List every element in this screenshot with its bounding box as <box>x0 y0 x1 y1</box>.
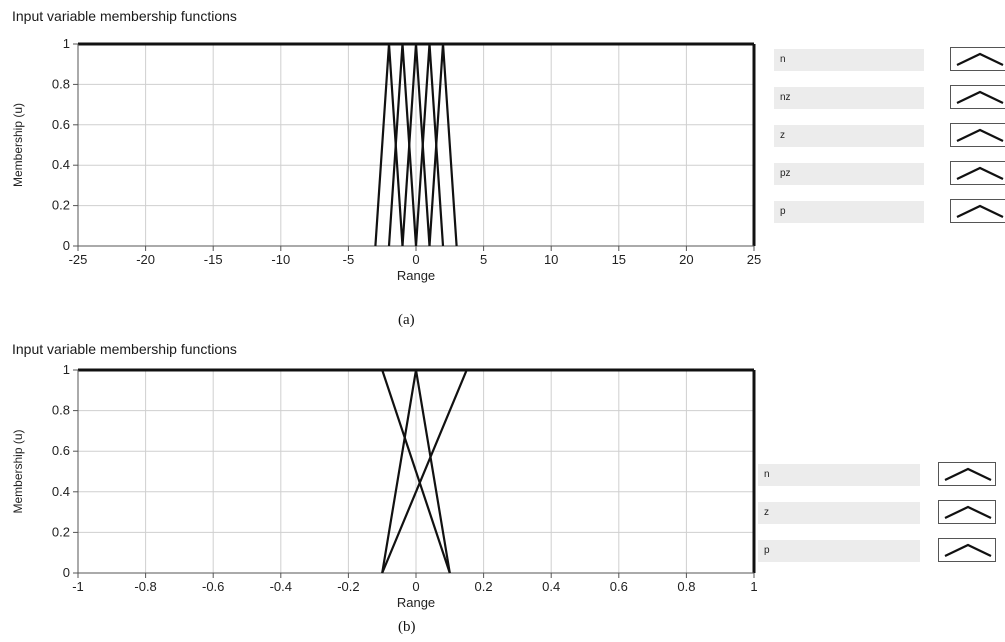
triangle-glyph <box>956 52 1004 66</box>
legend-item-nz: nz <box>774 85 1005 109</box>
x-tick-label: 0.8 <box>677 579 695 594</box>
membership-line-z <box>401 43 431 247</box>
x-tick-label: 15 <box>612 252 626 267</box>
y-tick-label: 0.4 <box>52 157 70 172</box>
triangle-glyph <box>944 505 992 519</box>
membership-chart-b: -1 -0.8 -0.6 -0.4 -0.2 0 0.2 0.4 0.6 0.8 1 0 0.2 0.4 0… <box>11 362 758 610</box>
legend-item-n: n <box>774 47 1005 71</box>
membership-chart-a: -25 -20 -15 -10 -5 0 5 10 15 20 25 0 0.2 0.4 0.6 0.8 1 Ra… <box>11 36 761 283</box>
x-tick-label: 10 <box>544 252 558 267</box>
triangle-shape-icon[interactable] <box>950 199 1005 223</box>
figure-caption: (a) <box>398 312 415 328</box>
membership-panel-a: Input variable membership functions -25-… <box>11 8 1005 328</box>
x-axis-label: Range <box>397 268 435 283</box>
legend-line <box>956 128 1004 142</box>
triangle-glyph <box>944 467 992 481</box>
x-tick-label: 0.2 <box>475 579 493 594</box>
x-tick-label: 0.6 <box>610 579 628 594</box>
y-tick-label: 0.6 <box>52 117 70 132</box>
x-tick-label: -25 <box>69 252 88 267</box>
y-tick-label: 1 <box>63 36 70 51</box>
x-tick-label: -0.6 <box>202 579 224 594</box>
x-axis-label: Range <box>397 595 435 610</box>
chart-title: Input variable membership functions <box>12 8 237 24</box>
x-tick-label: 1 <box>750 579 757 594</box>
legend-item-z: z <box>758 500 996 524</box>
membership-line-n <box>365 368 451 574</box>
x-tick-label: -15 <box>204 252 223 267</box>
figure-caption: (b) <box>398 619 416 635</box>
x-tick-label: -0.8 <box>134 579 156 594</box>
x-tick-label: 0 <box>412 579 419 594</box>
membership-line-z <box>381 369 451 574</box>
legend-label: nz <box>774 87 924 109</box>
x-tick-label: 5 <box>480 252 487 267</box>
x-tick-label: -10 <box>271 252 290 267</box>
y-axis-label: Membership (u) <box>11 103 25 187</box>
triangle-glyph <box>956 90 1004 104</box>
x-tick-label: 25 <box>747 252 761 267</box>
membership-line-p <box>428 43 458 247</box>
x-tick-label: -0.2 <box>337 579 359 594</box>
membership-line-p <box>381 368 484 574</box>
membership-line-n <box>374 43 404 247</box>
chart-title: Input variable membership functions <box>12 341 237 357</box>
membership-line-nz <box>387 43 418 247</box>
x-tick-label: 0.4 <box>542 579 560 594</box>
y-tick-label: 0.8 <box>52 76 70 91</box>
y-tick-label: 0.2 <box>52 198 70 213</box>
legend-label: z <box>774 125 924 147</box>
legend-item-z: z <box>774 123 1005 147</box>
triangle-glyph <box>956 128 1004 142</box>
legend-label: n <box>774 49 924 71</box>
triangle-glyph <box>944 543 992 557</box>
x-tick-label: -5 <box>343 252 355 267</box>
triangle-shape-icon[interactable] <box>950 123 1005 147</box>
legend-item-p: p <box>774 199 1005 223</box>
x-tick-label: 0 <box>412 252 419 267</box>
y-tick-label: 0.4 <box>52 484 70 499</box>
legend-line <box>956 204 1004 218</box>
triangle-shape-icon[interactable] <box>950 161 1005 185</box>
y-tick-label: 0.8 <box>52 403 70 418</box>
triangle-shape-icon[interactable] <box>938 462 996 486</box>
x-tick-label: 20 <box>679 252 693 267</box>
y-tick-label: 0 <box>63 238 70 253</box>
membership-panel-b: Input variable membership functions -1 -0… <box>0 333 1005 642</box>
legend-label: n <box>758 464 920 486</box>
y-tick-label: 0.6 <box>52 443 70 458</box>
triangle-shape-icon[interactable] <box>938 500 996 524</box>
x-tick-label: -1 <box>72 579 84 594</box>
y-axis-label: Membership (u) <box>11 429 25 513</box>
legend-label: p <box>774 201 924 223</box>
y-tick-label: 0 <box>63 565 70 580</box>
membership-line-pz <box>414 43 445 247</box>
legend-label: pz <box>774 163 924 185</box>
legend-line <box>944 543 992 557</box>
triangle-shape-icon[interactable] <box>950 85 1005 109</box>
y-tick-label: 1 <box>63 362 70 377</box>
triangle-shape-icon[interactable] <box>950 47 1005 71</box>
x-tick-label: -0.4 <box>270 579 292 594</box>
legend-line <box>956 52 1004 66</box>
legend-line <box>944 505 992 519</box>
legend-label: p <box>758 540 920 562</box>
triangle-glyph <box>956 204 1004 218</box>
legend-label: z <box>758 502 920 524</box>
legend-line <box>956 166 1004 180</box>
y-tick-label: 0.2 <box>52 524 70 539</box>
legend-item-n: n <box>758 462 996 486</box>
x-tick-label: -20 <box>136 252 155 267</box>
legend-line <box>944 467 992 481</box>
legend-item-p: p <box>758 538 996 562</box>
triangle-shape-icon[interactable] <box>938 538 996 562</box>
triangle-glyph <box>956 166 1004 180</box>
legend-item-pz: pz <box>774 161 1005 185</box>
legend-line <box>956 90 1004 104</box>
